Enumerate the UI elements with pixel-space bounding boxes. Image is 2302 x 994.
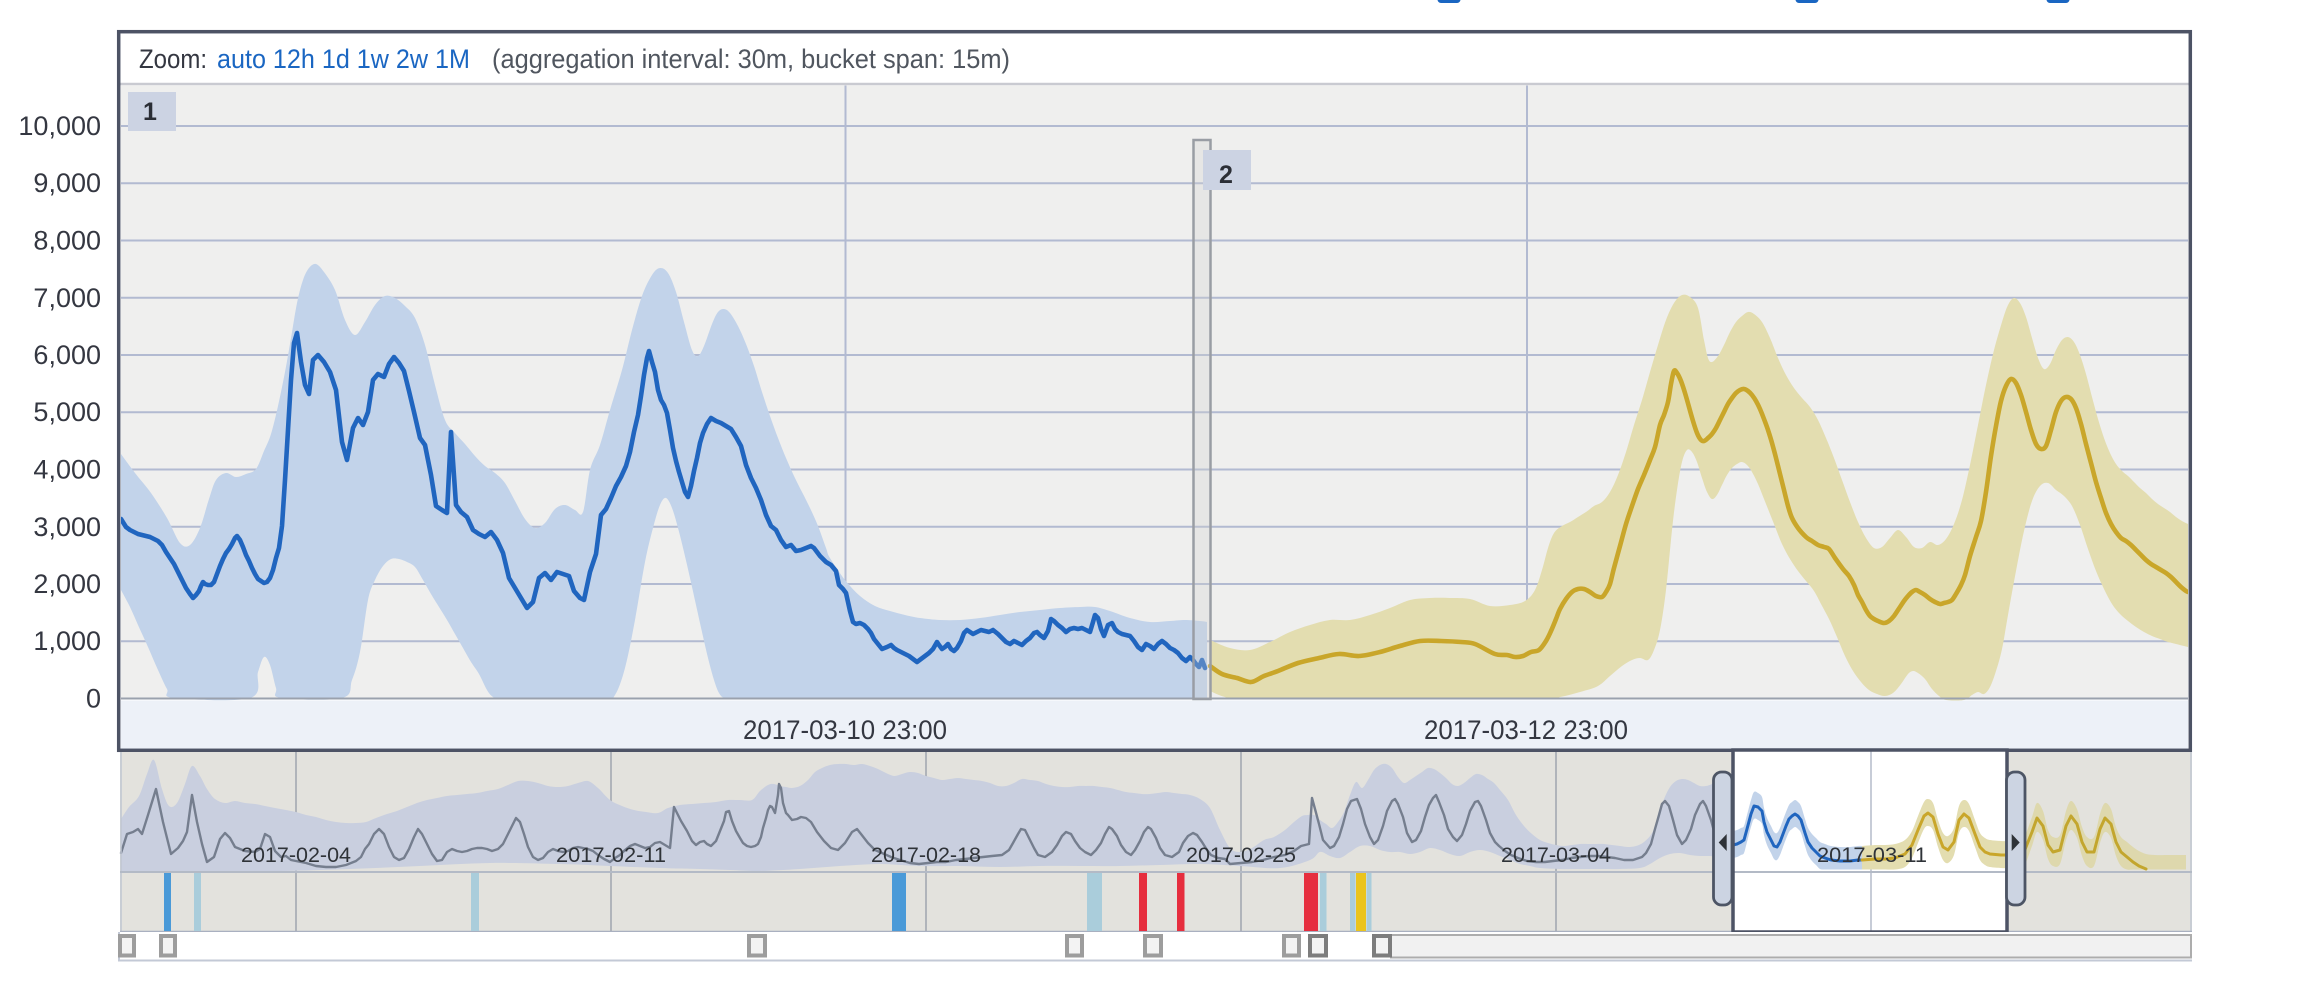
svg-text:2017-02-04: 2017-02-04 [241, 843, 351, 867]
svg-text:2017-03-11: 2017-03-11 [1817, 843, 1927, 867]
svg-text:6,000: 6,000 [33, 340, 101, 370]
svg-text:8,000: 8,000 [33, 226, 101, 256]
svg-text:1,000: 1,000 [33, 626, 101, 656]
svg-text:(aggregation interval: 30m, bu: (aggregation interval: 30m, bucket span:… [492, 44, 1010, 74]
svg-text:7,000: 7,000 [33, 283, 101, 313]
svg-text:2017-02-25: 2017-02-25 [1186, 843, 1296, 867]
svg-text:0: 0 [86, 684, 101, 714]
svg-text:9,000: 9,000 [33, 168, 101, 198]
svg-text:2017-02-18: 2017-02-18 [871, 843, 981, 867]
svg-text:2017-03-10 23:00: 2017-03-10 23:00 [743, 715, 947, 745]
svg-text:Zoom:: Zoom: [139, 44, 207, 74]
svg-text:2017-02-11: 2017-02-11 [556, 843, 666, 867]
svg-text:5,000: 5,000 [33, 397, 101, 427]
svg-text:2017-03-12 23:00: 2017-03-12 23:00 [1424, 715, 1628, 745]
svg-text:10,000: 10,000 [18, 111, 101, 141]
svg-text:4,000: 4,000 [33, 455, 101, 485]
svg-text:1: 1 [143, 98, 157, 126]
svg-text:auto 12h 1d 1w 2w 1M: auto 12h 1d 1w 2w 1M [217, 44, 470, 74]
svg-text:2,000: 2,000 [33, 569, 101, 599]
svg-text:3,000: 3,000 [33, 512, 101, 542]
svg-text:2: 2 [1219, 161, 1233, 189]
svg-text:2017-03-04: 2017-03-04 [1501, 843, 1611, 867]
